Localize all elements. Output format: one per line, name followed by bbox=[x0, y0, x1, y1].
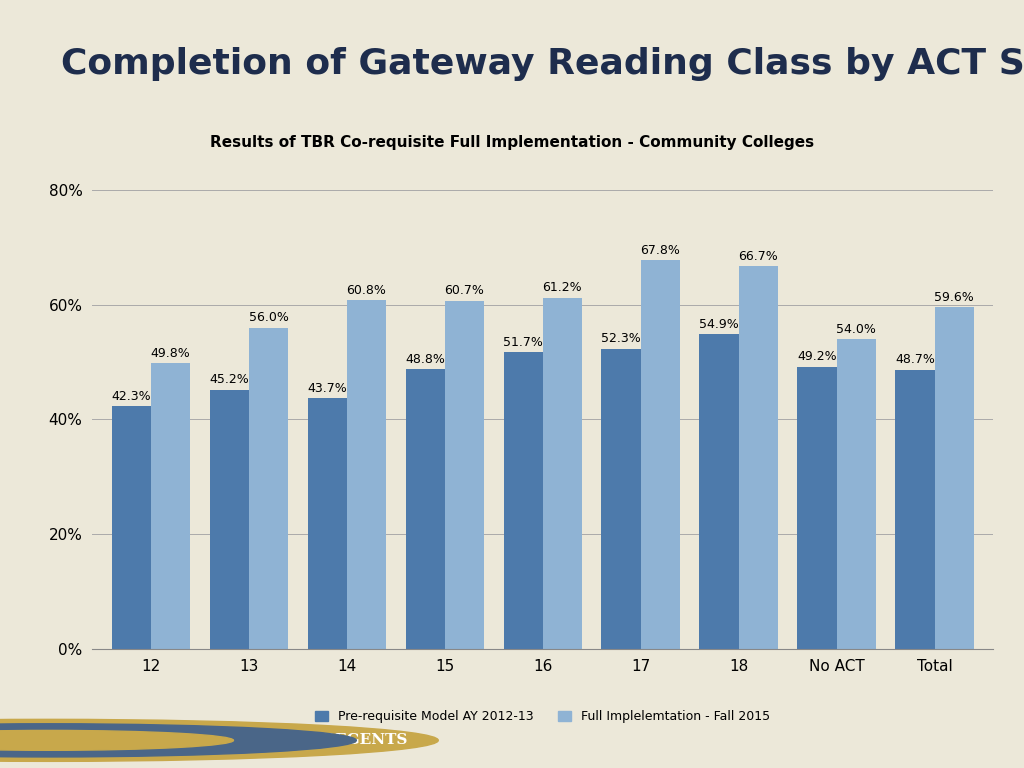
Bar bbox=[543, 298, 582, 649]
Bar bbox=[601, 349, 641, 649]
Text: 48.8%: 48.8% bbox=[406, 353, 445, 366]
Bar bbox=[738, 266, 778, 649]
Bar bbox=[347, 300, 386, 649]
Text: 42.3%: 42.3% bbox=[112, 390, 152, 403]
Bar bbox=[307, 399, 347, 649]
Bar bbox=[798, 366, 837, 649]
Bar bbox=[249, 328, 288, 649]
Text: 61.2%: 61.2% bbox=[543, 281, 582, 294]
Legend: Pre-requisite Model AY 2012-13, Full Implelemtation - Fall 2015: Pre-requisite Model AY 2012-13, Full Imp… bbox=[310, 705, 775, 728]
Bar bbox=[406, 369, 444, 649]
Text: 56.0%: 56.0% bbox=[249, 311, 289, 324]
Bar bbox=[444, 301, 484, 649]
Text: Results of TBR Co-requisite Full Implementation - Community Colleges: Results of TBR Co-requisite Full Impleme… bbox=[210, 134, 814, 150]
Text: 54.0%: 54.0% bbox=[837, 323, 877, 336]
Circle shape bbox=[0, 720, 438, 761]
Bar bbox=[895, 369, 935, 649]
Text: 52.3%: 52.3% bbox=[601, 333, 641, 346]
Text: 51.7%: 51.7% bbox=[503, 336, 543, 349]
Text: 66.7%: 66.7% bbox=[738, 250, 778, 263]
Text: 60.7%: 60.7% bbox=[444, 284, 484, 297]
Text: 49.2%: 49.2% bbox=[797, 350, 837, 363]
Text: TENNESSEE BOARD  of  REGENTS: TENNESSEE BOARD of REGENTS bbox=[108, 733, 407, 747]
Bar bbox=[699, 334, 738, 649]
Bar bbox=[112, 406, 151, 649]
Text: Completion of Gateway Reading Class by ACT Sub-score: Completion of Gateway Reading Class by A… bbox=[61, 47, 1024, 81]
Text: 45.2%: 45.2% bbox=[210, 373, 249, 386]
Circle shape bbox=[0, 730, 233, 750]
Text: 43.7%: 43.7% bbox=[307, 382, 347, 395]
Bar bbox=[935, 307, 974, 649]
Text: 48.7%: 48.7% bbox=[895, 353, 935, 366]
Bar bbox=[641, 260, 680, 649]
Text: 60.8%: 60.8% bbox=[346, 283, 386, 296]
Text: 49.8%: 49.8% bbox=[151, 347, 190, 359]
Text: 54.9%: 54.9% bbox=[699, 317, 739, 330]
Bar bbox=[210, 389, 249, 649]
Circle shape bbox=[0, 723, 356, 757]
Bar bbox=[504, 353, 543, 649]
Text: 59.6%: 59.6% bbox=[934, 290, 974, 303]
Bar bbox=[151, 363, 190, 649]
Text: 67.8%: 67.8% bbox=[640, 243, 680, 257]
Bar bbox=[837, 339, 876, 649]
